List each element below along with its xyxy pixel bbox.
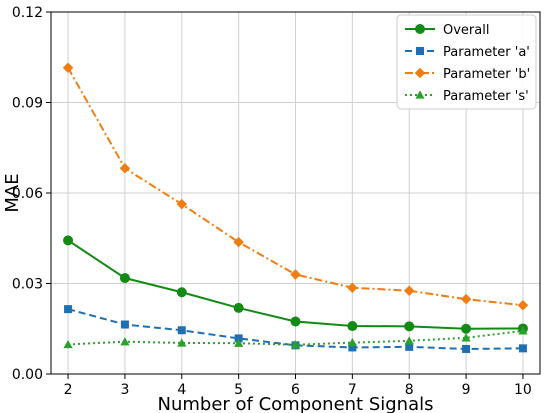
legend-item: Parameter 'b' xyxy=(405,67,530,82)
data-point-parameter-s xyxy=(290,340,301,349)
data-point-parameter-s xyxy=(234,338,244,347)
data-point-overall xyxy=(233,302,244,313)
data-point-parameter-b xyxy=(517,299,529,311)
series-parameter-s xyxy=(63,326,528,349)
y-tick-label: 0.03 xyxy=(12,277,43,293)
data-point-parameter-s xyxy=(120,337,130,346)
data-point-parameter-s xyxy=(347,338,357,347)
y-axis-title: MAE xyxy=(2,173,23,212)
series-parameter-b xyxy=(62,62,529,311)
data-point-parameter-s xyxy=(518,326,528,335)
x-tick-label: 9 xyxy=(462,382,471,398)
ticks: 2 3 4 5 6 7 8 9 10 0.00 0.03 0.06 0.09 0.12 xyxy=(12,5,532,398)
x-axis-title: Number of Component Signals xyxy=(158,394,434,413)
data-point-parameter-b xyxy=(62,62,74,74)
x-tick-label: 8 xyxy=(405,382,414,398)
x-tick-label: 4 xyxy=(177,382,186,398)
data-point-overall xyxy=(404,321,415,332)
legend-box xyxy=(396,14,537,110)
data-point-parameter-a xyxy=(120,320,129,329)
x-tick-label: 3 xyxy=(120,382,129,398)
series-overall xyxy=(63,235,528,334)
data-point-parameter-b xyxy=(176,198,188,210)
legend-item: Overall xyxy=(405,23,489,38)
data-point-overall xyxy=(176,287,187,298)
legend-label: Parameter 'b' xyxy=(443,67,530,82)
data-point-parameter-b xyxy=(233,236,244,248)
x-tick-label: 7 xyxy=(348,382,357,398)
y-tick-label: 0.00 xyxy=(12,367,43,383)
data-point-parameter-a xyxy=(348,343,357,352)
legend-label: Parameter 'a' xyxy=(443,45,530,60)
legend-marker xyxy=(416,47,424,55)
data-point-parameter-a xyxy=(518,344,527,353)
data-point-parameter-s xyxy=(177,338,187,347)
legend-item: Parameter 's' xyxy=(405,89,529,104)
data-point-parameter-b xyxy=(347,282,358,293)
legend-marker xyxy=(414,67,426,79)
y-tick-label: 0.12 xyxy=(12,5,43,21)
legend-label: Parameter 's' xyxy=(443,89,529,104)
data-point-parameter-b xyxy=(290,269,301,280)
data-point-parameter-b xyxy=(460,293,472,305)
data-point-parameter-s xyxy=(63,339,73,349)
data-point-overall xyxy=(347,321,358,332)
series-line-parameter-s xyxy=(68,329,524,346)
y-tick-label: 0.09 xyxy=(12,96,43,112)
data-point-parameter-a xyxy=(177,326,186,335)
series-layer xyxy=(62,62,529,353)
data-point-parameter-b xyxy=(403,285,415,296)
data-point-parameter-a xyxy=(462,344,471,353)
legend-item: Parameter 'a' xyxy=(405,45,530,60)
data-point-overall xyxy=(63,235,74,246)
legend-marker xyxy=(415,24,425,34)
series-parameter-a xyxy=(64,305,527,353)
data-point-parameter-a xyxy=(64,305,73,314)
series-line-parameter-a xyxy=(67,308,523,350)
legend-label: Overall xyxy=(443,23,489,38)
y-tick-label: 0.06 xyxy=(12,186,43,202)
data-point-overall xyxy=(290,316,301,327)
data-point-parameter-s xyxy=(404,336,414,345)
x-tick-label: 10 xyxy=(514,382,532,398)
data-point-parameter-a xyxy=(405,342,414,351)
x-tick-label: 5 xyxy=(234,382,243,398)
data-point-parameter-b xyxy=(119,163,131,174)
x-tick-label: 2 xyxy=(64,382,73,398)
data-point-parameter-s xyxy=(461,333,471,342)
data-point-overall xyxy=(119,273,130,284)
data-point-overall xyxy=(461,323,472,334)
legend: Overall Parameter 'a' Parameter 'b' Paramet… xyxy=(396,14,537,110)
legend-marker xyxy=(415,90,425,99)
data-point-parameter-a xyxy=(234,334,243,343)
x-tick-label: 6 xyxy=(291,382,300,398)
